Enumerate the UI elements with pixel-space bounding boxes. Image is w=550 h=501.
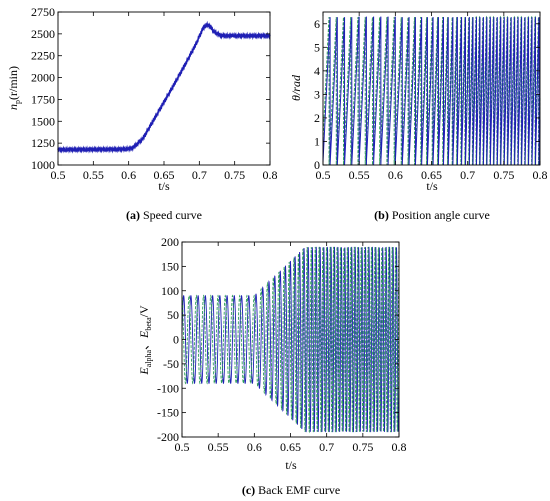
panel-c: 0.5 0.55 0.6 0.65 0.7 0.75 0.8 200 150 100 50 0 -50 -…: [137, 235, 407, 497]
panel-b-ytick-label: 0: [314, 158, 320, 172]
speed-line: [57, 20, 271, 154]
panel-b-ytick-label: 6: [314, 17, 320, 31]
panel-c-ytick-label: 50: [167, 308, 179, 322]
panel-b-xtick-label: 0.8: [533, 168, 548, 182]
emf-beta-line: [181, 246, 400, 434]
panel-c-xtick-label: 0.8: [392, 440, 407, 454]
panel-c-xtick-label: 0.65: [280, 440, 301, 454]
panel-a-ytick-label: 2750: [31, 5, 55, 19]
panel-b-xtick-label: 0.5: [316, 168, 331, 182]
panel-a-xtick-label: 0.65: [154, 168, 175, 182]
panel-b-xtick-label: 0.6: [388, 168, 403, 182]
panel-a-xtick-label: 0.6: [121, 168, 136, 182]
panel-a-ytick-label: 2000: [31, 71, 55, 85]
angle-line-actual: [322, 16, 541, 166]
panel-c-ytick-label: 100: [161, 284, 179, 298]
panel-c-caption: (c) Back EMF curve: [242, 483, 340, 497]
panel-b-ytick-label: 5: [314, 40, 320, 54]
panel-b-data: [322, 15, 541, 166]
panel-b-ytick-label: 4: [314, 64, 320, 78]
panel-c-xtick-label: 0.7: [319, 440, 334, 454]
emf-alpha-line: [181, 246, 400, 433]
panel-c-xtick-label: 0.55: [208, 440, 229, 454]
panel-a-data: [57, 20, 271, 154]
panel-b-ytick-label: 2: [314, 111, 320, 125]
panel-c-xlabel: t/s: [285, 458, 297, 472]
panel-c-ytick-label: -150: [157, 406, 179, 420]
panel-c-ytick-label: 150: [161, 259, 179, 273]
panel-b-ticks: 0.5 0.55 0.6 0.65 0.7 0.75 0.8 0 1 2 3 4 5 6: [314, 12, 548, 182]
panel-a-ytick-label: 1750: [31, 92, 55, 106]
panel-b-caption: (b) Position angle curve: [374, 208, 490, 222]
panel-b-xtick-label: 0.7: [460, 168, 475, 182]
panel-a: 0.5 0.55 0.6 0.65 0.7 0.75 0.8 1000 1250 1500 1750…: [6, 5, 278, 222]
panel-b-ylabel: θ/rad: [289, 74, 303, 101]
panel-a-xtick-label: 0.7: [192, 168, 207, 182]
panel-a-xtick-label: 0.55: [83, 168, 104, 182]
panel-a-ytick-label: 2250: [31, 49, 55, 63]
panel-a-xtick-label: 0.8: [263, 168, 278, 182]
panel-b-xtick-label: 0.75: [493, 168, 514, 182]
panel-c-xtick-label: 0.5: [175, 440, 190, 454]
panel-b-ytick-label: 3: [314, 87, 320, 101]
panel-c-ytick-label: -50: [163, 357, 179, 371]
panel-a-ytick-label: 1500: [31, 114, 55, 128]
panel-a-ticks: 0.5 0.55 0.6 0.65 0.7 0.75 0.8 1000 1250 1500 1750…: [31, 5, 278, 182]
panel-a-ytick-label: 2500: [31, 27, 55, 41]
panel-c-ytick-label: -200: [157, 430, 179, 444]
panel-b-ytick-label: 1: [314, 134, 320, 148]
panel-c-xtick-label: 0.75: [352, 440, 373, 454]
panel-a-ytick-label: 1250: [31, 136, 55, 150]
panel-b: 0.5 0.55 0.6 0.65 0.7 0.75 0.8 0 1 2 3 4 5 6 t/s θ/ra…: [289, 11, 548, 222]
panel-a-caption: (a) Speed curve: [126, 208, 202, 222]
panel-c-ticks: 0.5 0.55 0.6 0.65 0.7 0.75 0.8 200 150 100 50 0 -50 -…: [157, 235, 407, 454]
panel-c-ytick-label: 0: [173, 333, 179, 347]
panel-a-xtick-label: 0.75: [224, 168, 245, 182]
panel-c-ytick-label: -100: [157, 381, 179, 395]
panel-c-ylabel: Ealpha、Ebeta/V: [137, 305, 153, 376]
panel-b-xlabel: t/s: [426, 179, 438, 193]
panel-a-ylabel: np(r/min): [6, 66, 22, 110]
panel-a-ytick-label: 1000: [31, 158, 55, 172]
panel-b-xtick-label: 0.65: [421, 168, 442, 182]
panel-a-xtick-label: 0.5: [51, 168, 66, 182]
panel-b-xtick-label: 0.55: [349, 168, 370, 182]
panel-c-xtick-label: 0.6: [247, 440, 262, 454]
panel-a-xlabel: t/s: [158, 179, 170, 193]
panel-c-data: [181, 246, 400, 434]
panel-c-ytick-label: 200: [161, 235, 179, 249]
